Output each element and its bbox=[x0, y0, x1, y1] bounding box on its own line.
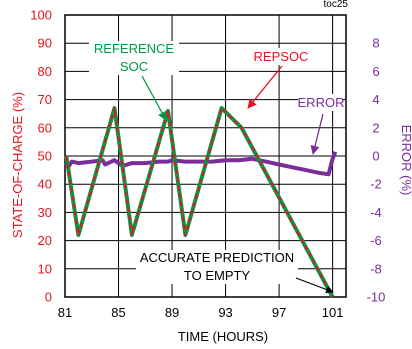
x-tick-label: 97 bbox=[272, 305, 286, 320]
y-right-tick-label: 8 bbox=[372, 36, 379, 51]
x-tick-label: 101 bbox=[322, 305, 344, 320]
y-left-tick-label: 30 bbox=[38, 205, 52, 220]
x-tick-labels: 81 85 89 93 97 101 bbox=[58, 305, 344, 320]
repsoc-arrow bbox=[247, 65, 283, 109]
y-left-tick-label: 20 bbox=[38, 233, 52, 248]
plot-border bbox=[64, 14, 347, 298]
prediction-annotation: ACCURATE PREDICTION TO EMPTY bbox=[136, 250, 334, 294]
prediction-label-line1: ACCURATE PREDICTION bbox=[140, 250, 294, 265]
y-left-tick-label: 50 bbox=[38, 149, 52, 164]
corner-label: toc25 bbox=[324, 0, 349, 10]
y-left-tick-label: 80 bbox=[38, 64, 52, 79]
y-left-tick-label: 100 bbox=[30, 8, 52, 23]
repsoc-annotation: REPSOC bbox=[247, 48, 311, 109]
y-left-tick-label: 90 bbox=[38, 36, 52, 51]
error-line bbox=[63, 151, 338, 177]
reference-soc-label-line2: SOC bbox=[120, 59, 148, 74]
reference-soc-label-line1: REFERENCE bbox=[94, 41, 175, 56]
x-tick-label: 93 bbox=[218, 305, 232, 320]
y-right-tick-label: 0 bbox=[372, 149, 379, 164]
error-arrow bbox=[310, 113, 324, 155]
y-right-tick-label: -8 bbox=[370, 261, 382, 276]
y-left-tick-label: 10 bbox=[38, 261, 52, 276]
y-right-tick-label: 4 bbox=[372, 92, 379, 107]
y-left-tick-label: 60 bbox=[38, 120, 52, 135]
y-left-tick-label: 40 bbox=[38, 177, 52, 192]
x-tick-label: 85 bbox=[111, 305, 125, 320]
y-right-tick-label: -10 bbox=[367, 290, 386, 305]
y-left-axis-label: STATE-OF-CHARGE (%) bbox=[10, 92, 25, 238]
repsoc-label: REPSOC bbox=[254, 49, 309, 64]
prediction-label-line2: TO EMPTY bbox=[184, 268, 251, 283]
y-right-tick-label: 2 bbox=[372, 120, 379, 135]
y-left-tick-label: 70 bbox=[38, 92, 52, 107]
y-right-tick-label: -2 bbox=[370, 177, 382, 192]
y-left-tick-label: 0 bbox=[45, 290, 52, 305]
repsoc-line bbox=[65, 107, 334, 298]
y-right-axis-label: ERROR (%) bbox=[399, 125, 412, 196]
error-annotation: ERROR bbox=[298, 94, 345, 155]
prediction-arrow bbox=[295, 277, 334, 294]
reference-soc-arrow bbox=[141, 75, 167, 121]
y-right-tick-label: 6 bbox=[372, 64, 379, 79]
y-left-tick-labels: 0 10 20 30 40 50 60 70 80 90 100 bbox=[30, 8, 52, 305]
x-tick-label: 89 bbox=[165, 305, 179, 320]
series-layer bbox=[63, 106, 338, 298]
y-right-tick-labels: -10 -8 -6 -4 -2 0 2 4 6 8 bbox=[367, 36, 386, 305]
y-right-tick-label: -6 bbox=[370, 233, 382, 248]
y-right-tick-label: -4 bbox=[370, 205, 382, 220]
plot-frame bbox=[64, 14, 347, 298]
error-label: ERROR bbox=[298, 95, 345, 110]
x-axis-label: TIME (HOURS) bbox=[178, 329, 268, 344]
reference-soc-annotation: REFERENCE SOC bbox=[89, 41, 179, 121]
x-tick-label: 81 bbox=[58, 305, 72, 320]
